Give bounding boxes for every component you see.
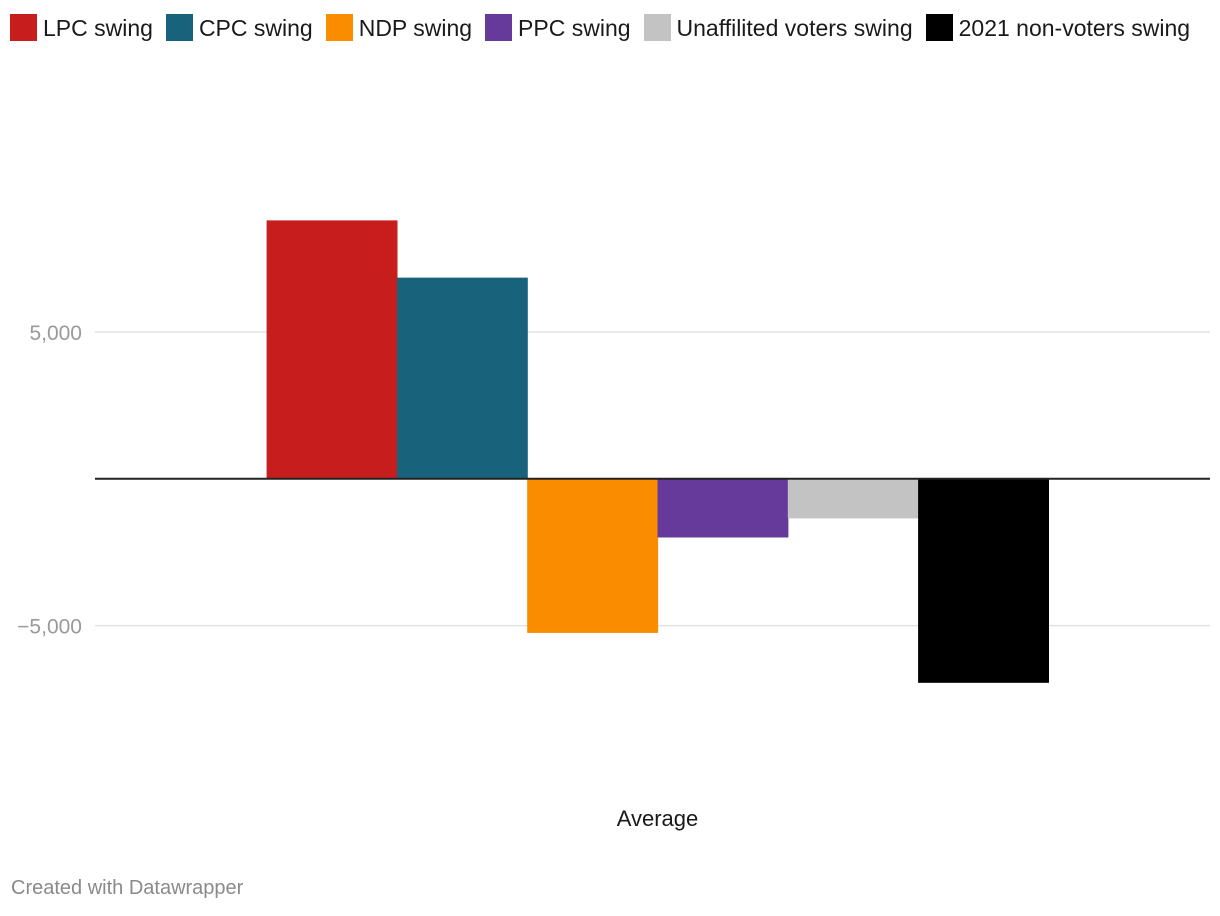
- legend-item: NDP swing: [325, 10, 473, 46]
- y-tick-label: −5,000: [17, 616, 82, 639]
- legend-label: Unaffilited voters swing: [676, 15, 913, 41]
- bar-unaffilited-voters-swing: [787, 478, 919, 519]
- footer-credit: Created with Datawrapper: [11, 877, 244, 899]
- legend-label: 2021 non-voters swing: [958, 15, 1191, 41]
- legend-label: CPC swing: [198, 15, 313, 41]
- bar-ppc-swing: [657, 478, 789, 538]
- legend-item: Unaffilited voters swing: [643, 10, 913, 46]
- y-tick-label: 5,000: [29, 322, 82, 345]
- legend-item: 2021 non-voters swing: [925, 10, 1191, 46]
- bar-lpc-swing: [266, 220, 398, 479]
- bar-ndp-swing: [527, 478, 659, 633]
- legend-label: NDP swing: [358, 15, 473, 41]
- legend-swatch: [10, 14, 37, 41]
- legend-swatch: [485, 14, 513, 41]
- legend-swatch: [643, 14, 671, 41]
- legend-label: PPC swing: [518, 15, 631, 41]
- legend-swatch: [925, 14, 953, 41]
- legend-item: LPC swing: [10, 10, 153, 46]
- legend-item: CPC swing: [165, 10, 313, 46]
- legend: LPC swing CPC swing NDP swing PPC swing Unaf…: [10, 10, 1210, 46]
- bar-2021-non-voters-swing: [918, 478, 1049, 683]
- bar-cpc-swing: [396, 277, 528, 479]
- legend-swatch: [325, 14, 353, 41]
- x-category-label: Average: [617, 806, 699, 831]
- legend-item: PPC swing: [485, 10, 631, 46]
- legend-label: LPC swing: [43, 15, 153, 41]
- legend-swatch: [165, 14, 193, 41]
